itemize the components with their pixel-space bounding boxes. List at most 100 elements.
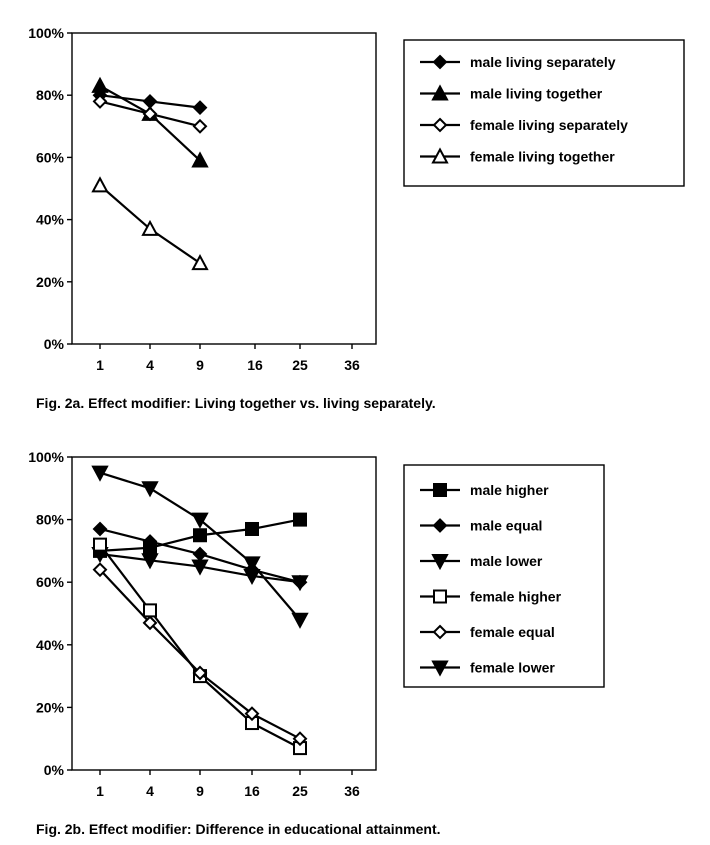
y-tick-label: 0% <box>44 762 65 778</box>
y-tick-label: 40% <box>36 212 65 228</box>
legend-marker <box>431 147 449 164</box>
data-point <box>91 176 109 193</box>
legend-label: female living separately <box>470 117 628 133</box>
x-tick-label: 16 <box>244 783 260 799</box>
legend-label: female lower <box>470 660 555 676</box>
legend-marker <box>431 660 449 677</box>
legend-marker <box>433 589 447 604</box>
legend-marker <box>432 54 448 70</box>
data-point <box>244 706 260 722</box>
data-point <box>142 615 158 631</box>
y-tick-label: 80% <box>36 512 65 528</box>
data-point <box>141 219 159 236</box>
legend-entry: male living separately <box>420 54 616 70</box>
data-point <box>91 76 109 93</box>
x-tick-label: 36 <box>344 357 360 373</box>
chart-2a: 0% 20% 40% 60% 80% 100% 1 4 9 16 25 36 male living s… <box>28 25 685 411</box>
series-line <box>99 568 301 740</box>
figure-caption: Fig. 2a. Effect modifier: Living togethe… <box>36 395 436 411</box>
data-point <box>192 546 208 562</box>
data-point <box>141 481 159 498</box>
x-tick-label: 1 <box>96 357 104 373</box>
x-tick-label: 9 <box>196 783 204 799</box>
y-tick-label: 20% <box>36 699 65 715</box>
data-point <box>92 562 108 578</box>
x-tick-label: 9 <box>196 357 204 373</box>
data-point <box>91 465 109 482</box>
data-point <box>192 665 208 681</box>
data-point <box>291 575 309 592</box>
y-tick-label: 0% <box>44 336 65 352</box>
legend-marker <box>433 483 447 497</box>
data-point <box>141 553 159 570</box>
data-point <box>191 559 209 576</box>
x-tick-label: 4 <box>146 783 154 799</box>
y-tick-label: 20% <box>36 274 65 290</box>
y-tick-label: 100% <box>28 449 64 465</box>
series-female-living-separately <box>92 94 208 134</box>
legend-label: male lower <box>470 553 543 569</box>
x-tick-label: 36 <box>344 783 360 799</box>
data-point <box>191 254 209 271</box>
data-point <box>191 512 209 529</box>
data-point <box>292 731 308 747</box>
data-point <box>143 603 157 618</box>
legend-entry: female living separately <box>420 117 628 133</box>
legend-label: female equal <box>470 624 555 640</box>
legend-label: male living separately <box>470 54 616 70</box>
legend-entry: female higher <box>420 589 562 605</box>
data-point <box>92 521 108 537</box>
legend-entry: female equal <box>420 624 555 640</box>
data-point <box>192 100 208 116</box>
data-point <box>245 521 259 536</box>
legend-entry: male living together <box>420 84 603 102</box>
legend-marker <box>432 518 448 533</box>
data-point <box>191 151 209 168</box>
legend-entry: male lower <box>420 553 543 571</box>
legend: male higher male equal male lower female hi… <box>403 464 605 688</box>
y-tick-label: 40% <box>36 637 65 653</box>
legend-marker <box>432 624 448 640</box>
data-point <box>293 512 307 527</box>
data-point <box>291 612 309 629</box>
series-female-equal <box>92 562 308 747</box>
x-tick-label: 25 <box>292 357 308 373</box>
legend-box <box>403 39 685 187</box>
data-point <box>243 556 261 573</box>
data-point <box>93 537 107 552</box>
legend-label: male living together <box>470 86 603 102</box>
legend-label: male higher <box>470 482 549 498</box>
series-female-living-together <box>91 176 209 271</box>
x-tick-label: 25 <box>292 783 308 799</box>
x-tick-label: 16 <box>247 357 263 373</box>
series-line <box>99 471 301 621</box>
legend-box <box>403 464 605 688</box>
legend-entry: female lower <box>420 660 555 677</box>
data-point <box>142 534 158 549</box>
data-point <box>192 118 208 134</box>
data-point <box>193 528 207 543</box>
y-tick-label: 100% <box>28 25 64 41</box>
x-tick-label: 1 <box>96 783 104 799</box>
y-tick-label: 60% <box>36 574 65 590</box>
x-tick-label: 4 <box>146 357 154 373</box>
data-point <box>92 94 108 109</box>
legend-marker <box>431 84 449 101</box>
legend-marker <box>432 117 448 133</box>
legend-label: female higher <box>470 589 562 605</box>
series-female-lower <box>91 465 309 629</box>
legend-entry: male equal <box>420 518 542 534</box>
y-tick-label: 60% <box>36 149 65 165</box>
legend-entry: male higher <box>420 482 549 498</box>
legend-label: female living together <box>470 149 615 165</box>
legend-marker <box>431 554 449 571</box>
plot-frame <box>71 456 377 771</box>
legend: male living separately male living togeth… <box>403 39 685 187</box>
legend-entry: female living together <box>420 147 615 165</box>
y-tick-label: 80% <box>36 87 65 103</box>
figure-caption: Fig. 2b. Effect modifier: Difference in … <box>36 821 441 837</box>
data-point <box>142 106 158 122</box>
legend-label: male equal <box>470 518 542 534</box>
